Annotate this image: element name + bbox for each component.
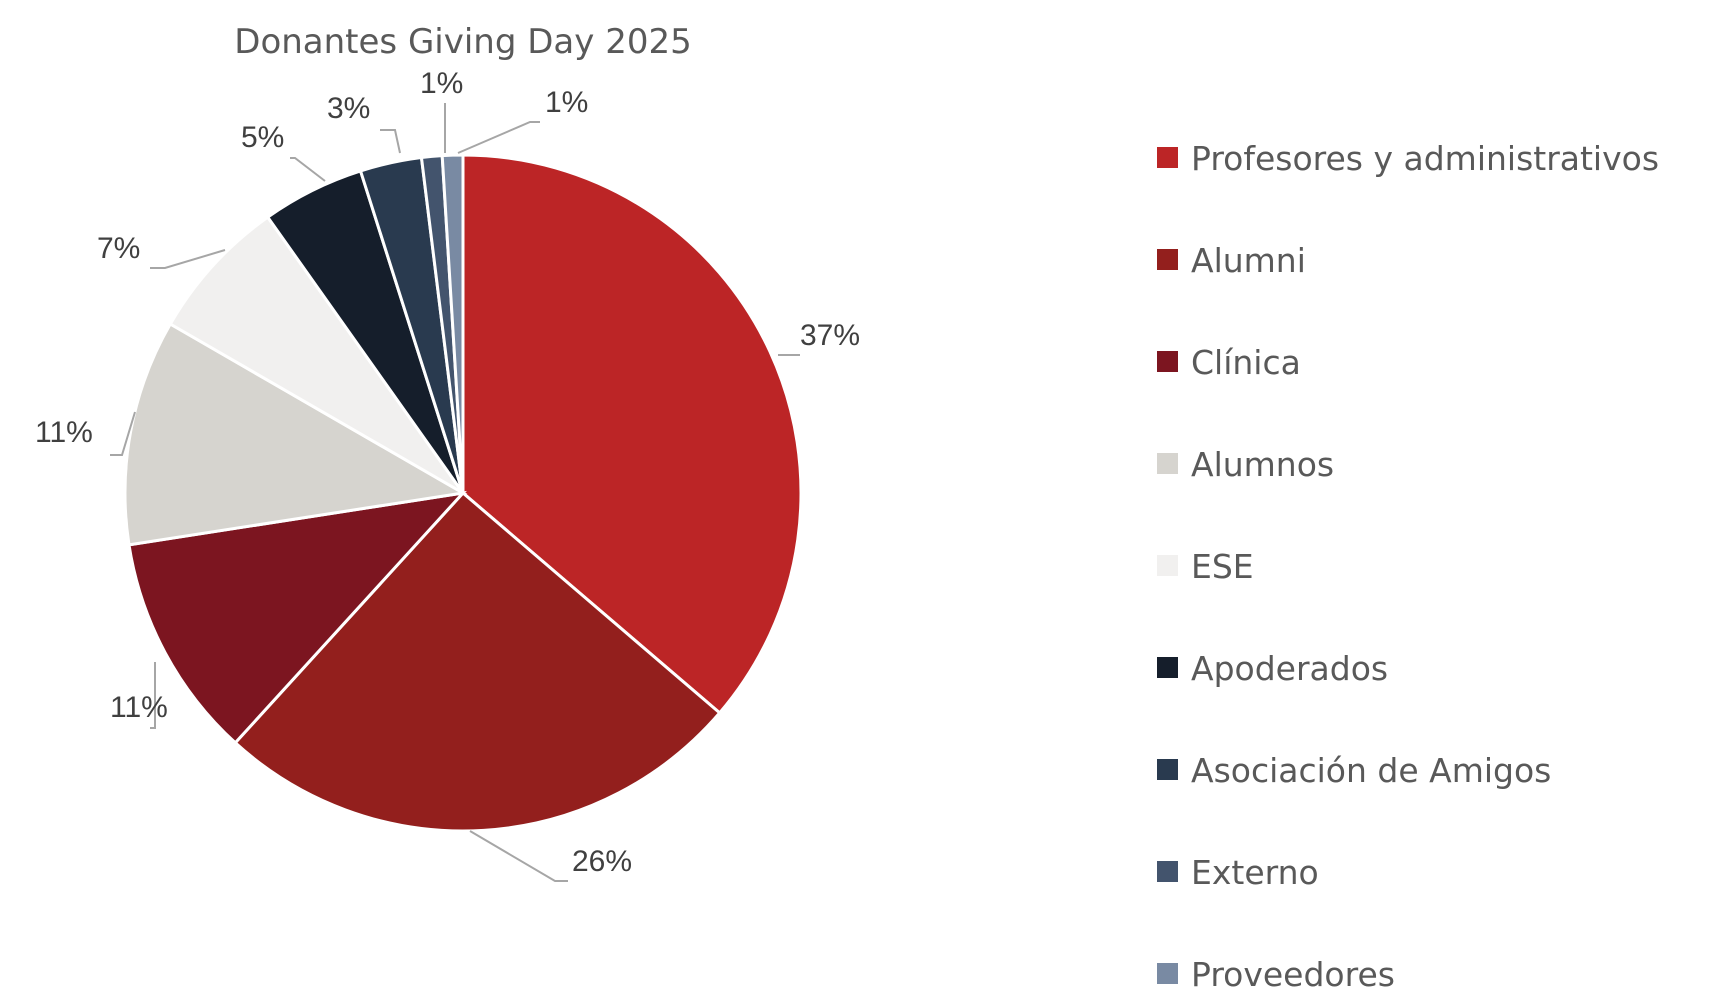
legend-label-apoderados: Apoderados bbox=[1191, 649, 1388, 688]
pie-slice-alumni bbox=[233, 490, 722, 833]
data-label-alumni: 26% bbox=[572, 845, 632, 878]
pie-slice-profesores-y-administrativos bbox=[461, 153, 803, 716]
legend-swatch-ese bbox=[1157, 555, 1178, 576]
pie-slice-alumnos bbox=[123, 321, 468, 547]
data-label-asociacion-de-amigos: 3% bbox=[327, 92, 370, 125]
leader-line-clinica bbox=[150, 662, 156, 729]
leader-line-proveedores bbox=[457, 121, 540, 154]
legend-label-asociacion-de-amigos: Asociación de Amigos bbox=[1191, 751, 1551, 790]
legend-label-profesores-y-administrativos: Profesores y administrativos bbox=[1191, 139, 1659, 178]
leader-line-apoderados bbox=[290, 157, 326, 182]
data-label-clinica: 11% bbox=[110, 691, 168, 724]
legend-swatch-clinica bbox=[1157, 351, 1178, 372]
legend-label-ese: ESE bbox=[1191, 547, 1254, 586]
legend-swatch-proveedores bbox=[1157, 963, 1178, 984]
data-label-proveedores: 1% bbox=[545, 86, 588, 119]
data-label-profesores-y-administrativos: 37% bbox=[800, 319, 860, 352]
legend-swatch-apoderados bbox=[1157, 657, 1178, 678]
pie-slice-proveedores bbox=[440, 153, 465, 494]
pie-slices bbox=[123, 153, 803, 833]
legend-label-clinica: Clínica bbox=[1191, 343, 1301, 382]
leader-line-alumnos bbox=[110, 411, 136, 456]
pie-slice-clinica bbox=[127, 490, 467, 745]
leader-lines bbox=[110, 103, 800, 882]
legend-label-proveedores: Proveedores bbox=[1191, 955, 1395, 994]
legend-label-alumnos: Alumnos bbox=[1191, 445, 1334, 484]
data-label-externo: 1% bbox=[420, 67, 463, 100]
legend-swatch-alumnos bbox=[1157, 453, 1178, 474]
data-label-ese: 7% bbox=[97, 232, 140, 265]
pie-slice-ese bbox=[168, 215, 465, 495]
data-labels: 37% 26% 11% 11% 7% 5% 3% 1% 1% bbox=[35, 67, 860, 878]
legend-label-externo: Externo bbox=[1191, 853, 1319, 892]
data-label-apoderados: 5% bbox=[241, 121, 284, 154]
legend-swatch-externo bbox=[1157, 861, 1178, 882]
legend: Profesores y administrativos Alumni Clínic… bbox=[1157, 139, 1659, 994]
legend-swatch-asociacion-de-amigos bbox=[1157, 759, 1178, 780]
leader-line-ese bbox=[150, 249, 226, 269]
chart-title: Donantes Giving Day 2025 bbox=[234, 22, 691, 62]
data-label-alumnos: 11% bbox=[35, 416, 93, 449]
legend-swatch-alumni bbox=[1157, 249, 1178, 270]
legend-swatch-profesores-y-administrativos bbox=[1157, 147, 1178, 168]
legend-label-alumni: Alumni bbox=[1191, 241, 1306, 280]
leader-line-asociacion-de-amigos bbox=[380, 129, 401, 154]
leader-line-alumni bbox=[469, 830, 568, 882]
